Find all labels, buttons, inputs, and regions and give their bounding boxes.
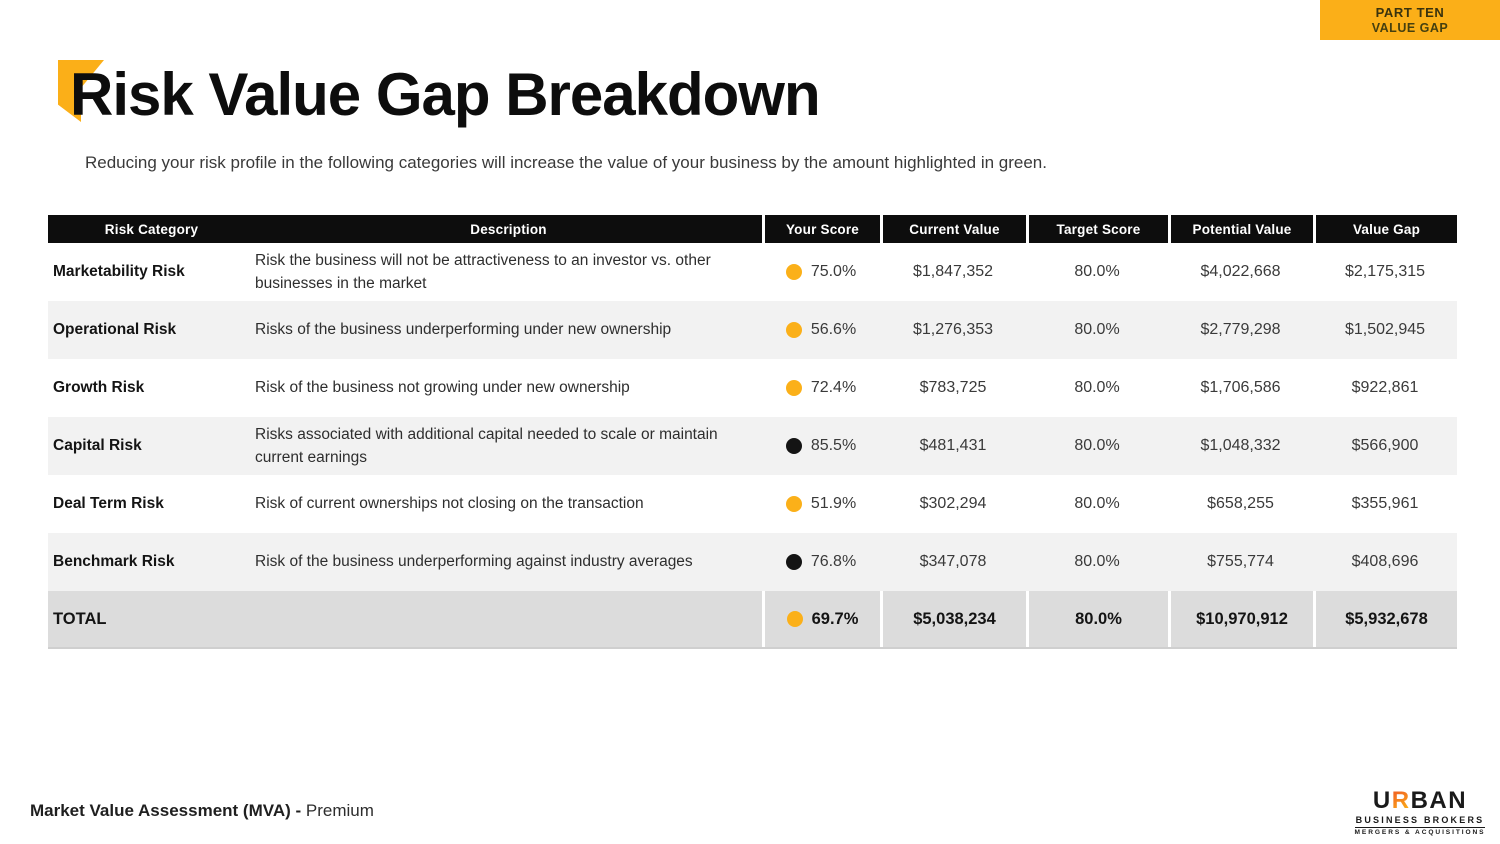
footer-title-light: Premium [305, 801, 374, 820]
logo-tagline: MERGERS & ACQUISITIONS [1354, 827, 1486, 836]
column-header-target-score: Target Score [1026, 215, 1168, 243]
potential-value-cell: $2,779,298 [1200, 321, 1281, 338]
risk-category-cell: Benchmark Risk [53, 553, 175, 570]
current-value-cell: $481,431 [919, 437, 987, 454]
description-cell: Risk of the business not growing under n… [255, 379, 630, 397]
risk-category-cell: Growth Risk [53, 379, 145, 396]
value-gap-cell: $2,175,315 [1344, 263, 1426, 280]
target-score-cell: 80.0% [1074, 321, 1120, 338]
risk-category-cell: Capital Risk [53, 437, 142, 454]
your-score-cell: 85.5% [762, 417, 880, 475]
table-row: Benchmark Risk Risk of the business unde… [48, 533, 1457, 591]
description-cell: Risks associated with additional capital… [255, 425, 718, 466]
table-row: Capital Risk Risks associated with addit… [48, 417, 1457, 475]
your-score-cell: 51.9% [762, 475, 880, 533]
total-target-score-cell: 80.0% [1026, 591, 1168, 647]
your-score-cell: 56.6% [762, 301, 880, 359]
total-description-cell [255, 591, 762, 647]
value-gap-cell: $1,502,945 [1344, 321, 1426, 338]
description-cell: Risk of current ownerships not closing o… [255, 495, 644, 513]
your-score-value: 51.9% [810, 495, 857, 512]
risk-value-gap-table: Risk Category Description Your Score Cur… [48, 215, 1457, 649]
potential-value-cell: $658,255 [1207, 495, 1274, 512]
score-dot-icon [786, 611, 803, 627]
description-cell: Risk of the business underperforming aga… [255, 553, 693, 571]
risk-category-cell: Operational Risk [53, 321, 177, 338]
page-title: Risk Value Gap Breakdown [70, 61, 821, 128]
table-header-row: Risk Category Description Your Score Cur… [48, 215, 1457, 243]
score-dot-icon [785, 496, 802, 512]
total-value-gap-cell: $5,932,678 [1313, 591, 1457, 647]
risk-category-cell: Marketability Risk [53, 263, 185, 280]
description-cell: Risks of the business underperforming un… [255, 321, 672, 339]
potential-value-cell: $1,048,332 [1200, 437, 1281, 454]
your-score-cell: 76.8% [762, 533, 880, 591]
table-row: Operational Risk Risks of the business u… [48, 301, 1457, 359]
description-cell: Risk the business will not be attractive… [255, 251, 711, 292]
part-badge-subtitle: VALUE GAP [1371, 21, 1449, 35]
value-gap-cell: $922,861 [1351, 379, 1419, 396]
table-row: Deal Term Risk Risk of current ownership… [48, 475, 1457, 533]
score-dot-icon [785, 554, 802, 570]
target-score-cell: 80.0% [1074, 263, 1120, 280]
part-badge: PART TEN VALUE GAP [1320, 0, 1500, 40]
your-score-cell: 72.4% [762, 359, 880, 417]
potential-value-cell: $755,774 [1207, 553, 1274, 570]
target-score-cell: 80.0% [1074, 379, 1120, 396]
column-header-risk-category: Risk Category [104, 221, 199, 237]
your-score-value: 56.6% [810, 321, 857, 338]
column-header-description: Description [470, 221, 547, 237]
current-value-cell: $1,276,353 [912, 321, 994, 338]
urban-business-brokers-logo: URBAN BUSINESS BROKERS MERGERS & ACQUISI… [1354, 787, 1486, 836]
part-badge-title: PART TEN [1375, 5, 1445, 20]
target-score-cell: 80.0% [1074, 437, 1120, 454]
potential-value-cell: $4,022,668 [1200, 263, 1281, 280]
table-row: Marketability Risk Risk the business wil… [48, 243, 1457, 301]
score-dot-icon [785, 380, 802, 396]
logo-r-gradient: R [1391, 787, 1411, 814]
document-footer-label: Market Value Assessment (MVA) - Premium [30, 801, 374, 821]
column-header-value-gap: Value Gap [1313, 215, 1457, 243]
value-gap-cell: $355,961 [1351, 495, 1419, 512]
current-value-cell: $302,294 [919, 495, 987, 512]
page-subtitle: Reducing your risk profile in the follow… [85, 153, 1047, 172]
table-total-row: TOTAL 69.7% $5,038,234 80.0% $10,970,912… [48, 591, 1457, 649]
total-potential-value-cell: $10,970,912 [1168, 591, 1313, 647]
column-header-current-value: Current Value [880, 215, 1026, 243]
your-score-value: 75.0% [810, 263, 857, 280]
column-header-your-score: Your Score [762, 215, 880, 243]
current-value-cell: $1,847,352 [912, 263, 994, 280]
total-your-score-value: 69.7% [811, 609, 859, 628]
your-score-value: 85.5% [810, 437, 857, 454]
current-value-cell: $347,078 [919, 553, 987, 570]
logo-wordmark: URBAN [1372, 787, 1468, 814]
value-gap-cell: $408,696 [1351, 553, 1419, 570]
score-dot-icon [785, 264, 802, 280]
value-gap-cell: $566,900 [1351, 437, 1419, 454]
potential-value-cell: $1,706,586 [1200, 379, 1281, 396]
your-score-value: 76.8% [810, 553, 857, 570]
risk-category-cell: Deal Term Risk [53, 495, 164, 512]
score-dot-icon [785, 322, 802, 338]
logo-subtitle: BUSINESS BROKERS [1355, 815, 1485, 825]
current-value-cell: $783,725 [919, 379, 987, 396]
footer-title-bold: Market Value Assessment (MVA) - [30, 801, 302, 820]
column-header-potential-value: Potential Value [1168, 215, 1313, 243]
total-your-score-cell: 69.7% [762, 591, 880, 647]
target-score-cell: 80.0% [1074, 553, 1120, 570]
score-dot-icon [785, 438, 802, 454]
target-score-cell: 80.0% [1074, 495, 1120, 512]
table-row: Growth Risk Risk of the business not gro… [48, 359, 1457, 417]
your-score-cell: 75.0% [762, 243, 880, 301]
your-score-value: 72.4% [810, 379, 857, 396]
total-current-value-cell: $5,038,234 [880, 591, 1026, 647]
total-label-cell: TOTAL [53, 609, 107, 628]
